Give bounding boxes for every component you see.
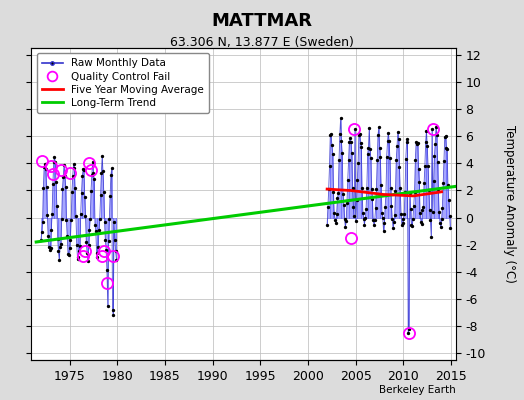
Legend: Raw Monthly Data, Quality Control Fail, Five Year Moving Average, Long-Term Tren: Raw Monthly Data, Quality Control Fail, … [37,53,209,113]
Text: Berkeley Earth: Berkeley Earth [379,385,456,395]
Text: MATTMAR: MATTMAR [212,12,312,30]
Y-axis label: Temperature Anomaly (°C): Temperature Anomaly (°C) [503,125,516,283]
Text: 63.306 N, 13.877 E (Sweden): 63.306 N, 13.877 E (Sweden) [170,36,354,49]
